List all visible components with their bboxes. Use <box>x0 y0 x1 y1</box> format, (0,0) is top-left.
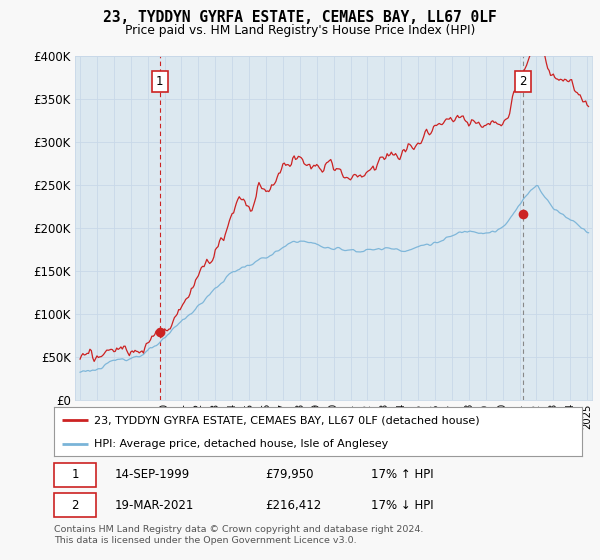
Text: 17% ↓ HPI: 17% ↓ HPI <box>371 498 433 512</box>
Text: 1: 1 <box>71 468 79 481</box>
Text: £79,950: £79,950 <box>265 468 314 481</box>
Text: HPI: Average price, detached house, Isle of Anglesey: HPI: Average price, detached house, Isle… <box>94 439 388 449</box>
Text: 19-MAR-2021: 19-MAR-2021 <box>115 498 194 512</box>
Text: £216,412: £216,412 <box>265 498 322 512</box>
FancyBboxPatch shape <box>54 463 96 487</box>
FancyBboxPatch shape <box>54 493 96 517</box>
Text: 23, TYDDYN GYRFA ESTATE, CEMAES BAY, LL67 0LF: 23, TYDDYN GYRFA ESTATE, CEMAES BAY, LL6… <box>103 10 497 25</box>
Text: Contains HM Land Registry data © Crown copyright and database right 2024.
This d: Contains HM Land Registry data © Crown c… <box>54 525 424 545</box>
Text: Price paid vs. HM Land Registry's House Price Index (HPI): Price paid vs. HM Land Registry's House … <box>125 24 475 36</box>
Text: 14-SEP-1999: 14-SEP-1999 <box>115 468 190 481</box>
Text: 2: 2 <box>71 498 79 512</box>
Text: 1: 1 <box>156 76 163 88</box>
Text: 23, TYDDYN GYRFA ESTATE, CEMAES BAY, LL67 0LF (detached house): 23, TYDDYN GYRFA ESTATE, CEMAES BAY, LL6… <box>94 416 479 426</box>
Text: 2: 2 <box>520 76 527 88</box>
Text: 17% ↑ HPI: 17% ↑ HPI <box>371 468 433 481</box>
